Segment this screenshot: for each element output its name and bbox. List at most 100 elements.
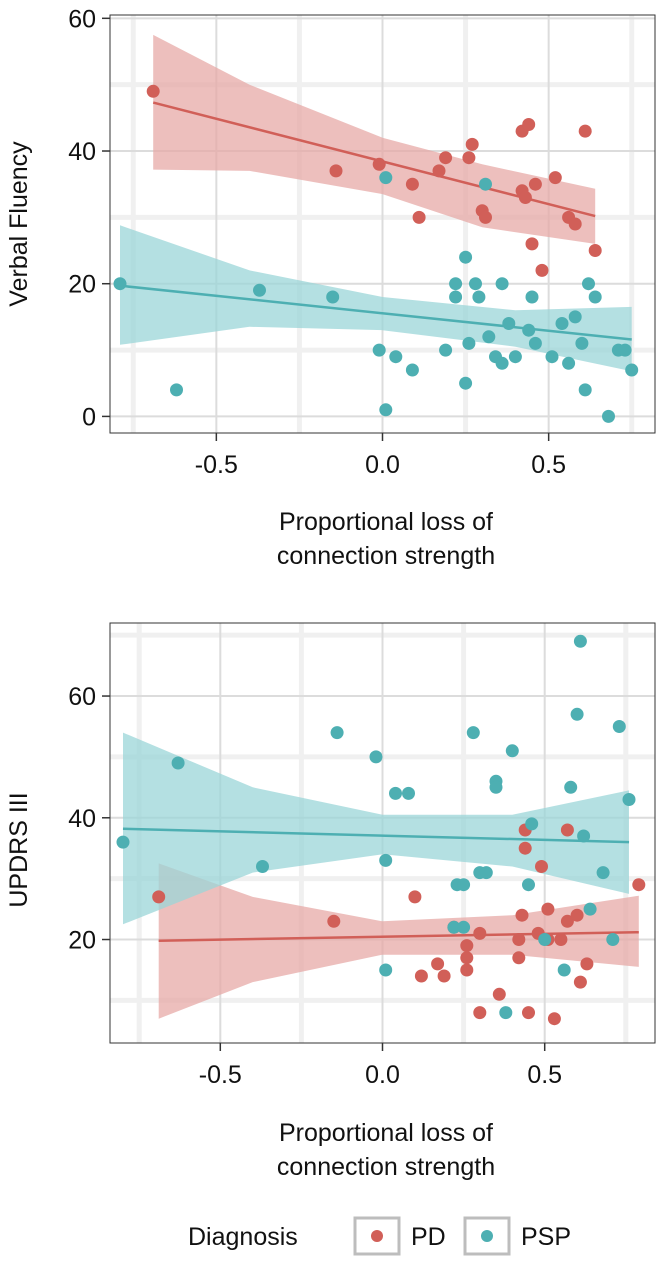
point-psp xyxy=(482,330,496,344)
legend-item-psp: PSP xyxy=(463,1216,571,1256)
point-psp xyxy=(170,383,183,397)
point-psp xyxy=(522,323,536,337)
y-tick-label: 40 xyxy=(68,138,96,166)
point-psp xyxy=(402,786,415,800)
point-psp xyxy=(508,350,522,364)
point-psp xyxy=(578,383,592,397)
legend-label-psp: PSP xyxy=(521,1223,571,1251)
legend-dot-pd xyxy=(371,1230,383,1242)
point-psp xyxy=(462,336,476,350)
point-psp xyxy=(583,902,597,916)
point-pd xyxy=(439,151,453,165)
point-psp xyxy=(459,250,473,264)
point-pd xyxy=(560,914,574,928)
x-tick-label: 0.5 xyxy=(531,451,566,479)
x-tick-label: -0.5 xyxy=(199,1061,242,1089)
point-pd xyxy=(414,969,428,983)
point-pd xyxy=(512,951,526,965)
confidence-band-psp xyxy=(123,732,629,925)
point-psp xyxy=(505,744,519,758)
point-psp xyxy=(499,1006,513,1020)
point-psp xyxy=(256,860,269,873)
x-axis-label-line1: Proportional loss of xyxy=(279,508,493,536)
x-axis-label-line1: Proportional loss of xyxy=(279,1119,493,1147)
y-axis-ticks: 0 20 40 60 xyxy=(68,5,110,431)
point-psp xyxy=(469,277,482,291)
point-psp xyxy=(379,403,393,417)
point-psp xyxy=(405,363,419,377)
confidence-band-pd xyxy=(158,863,639,1019)
point-psp xyxy=(618,343,632,357)
x-tick-label: -0.5 xyxy=(195,451,238,479)
point-psp xyxy=(545,350,559,364)
confidence-bands xyxy=(120,34,632,372)
point-psp xyxy=(459,376,473,390)
point-pd xyxy=(460,963,474,977)
point-pd xyxy=(554,933,568,946)
confidence-bands xyxy=(123,732,639,1019)
point-pd xyxy=(548,171,562,185)
chart-verbal-fluency: 0 20 40 60 -0.5 0.0 0.5 Verbal Fluency Propor… xyxy=(5,5,656,570)
point-pd xyxy=(492,987,506,1001)
point-psp xyxy=(573,634,587,648)
point-pd xyxy=(412,210,426,224)
point-pd xyxy=(437,969,451,983)
point-psp xyxy=(525,817,539,831)
fit-line-psp xyxy=(122,827,630,844)
point-psp xyxy=(602,409,615,423)
point-pd xyxy=(528,177,542,191)
point-pd xyxy=(518,191,532,204)
confidence-band-pd xyxy=(153,34,596,244)
point-psp xyxy=(588,290,602,304)
x-tick-label: 0.0 xyxy=(365,451,400,479)
point-pd xyxy=(632,878,646,892)
point-psp xyxy=(447,920,461,934)
point-pd xyxy=(431,957,445,971)
point-pd xyxy=(570,908,584,922)
fit-line-psp xyxy=(119,284,632,341)
point-psp xyxy=(596,866,610,880)
point-psp xyxy=(575,336,589,350)
point-psp xyxy=(171,756,185,770)
point-psp xyxy=(568,310,582,324)
point-psp xyxy=(612,720,626,733)
point-pd xyxy=(473,926,487,940)
data-points xyxy=(116,634,646,1026)
point-pd xyxy=(146,84,160,98)
point-psp xyxy=(457,920,471,934)
x-axis-label-line2: connection strength xyxy=(277,1153,495,1181)
point-psp xyxy=(389,350,403,364)
y-tick-label: 0 xyxy=(82,403,96,431)
point-pd xyxy=(560,823,574,837)
point-psp xyxy=(479,177,492,191)
point-pd xyxy=(535,263,549,277)
legend-label-pd: PD xyxy=(411,1223,446,1251)
x-axis-ticks: -0.5 0.0 0.5 xyxy=(199,1043,562,1089)
y-tick-label: 60 xyxy=(68,683,96,711)
point-pd xyxy=(535,860,548,873)
point-pd xyxy=(547,1012,561,1026)
point-psp xyxy=(379,171,393,185)
point-psp xyxy=(555,317,569,330)
point-psp xyxy=(522,878,535,892)
point-psp xyxy=(326,290,340,304)
point-psp xyxy=(472,290,486,304)
data-points xyxy=(113,84,639,423)
x-tick-label: 0.5 xyxy=(527,1061,562,1089)
point-psp xyxy=(369,750,383,764)
point-psp xyxy=(538,933,552,946)
chart-updrs-iii: 20 40 60 -0.5 0.0 0.5 UPDRS III Proportional… xyxy=(5,622,656,1181)
y-axis-ticks: 20 40 60 xyxy=(68,683,110,955)
point-psp xyxy=(562,356,576,370)
point-pd xyxy=(465,137,479,151)
point-psp xyxy=(570,707,584,721)
point-psp xyxy=(582,277,595,291)
point-psp xyxy=(379,963,393,977)
point-psp xyxy=(372,343,386,357)
point-pd xyxy=(460,951,474,965)
point-pd xyxy=(515,908,529,922)
point-pd xyxy=(580,957,594,971)
point-pd xyxy=(408,890,422,904)
y-tick-label: 20 xyxy=(68,927,96,955)
point-psp xyxy=(379,853,393,867)
